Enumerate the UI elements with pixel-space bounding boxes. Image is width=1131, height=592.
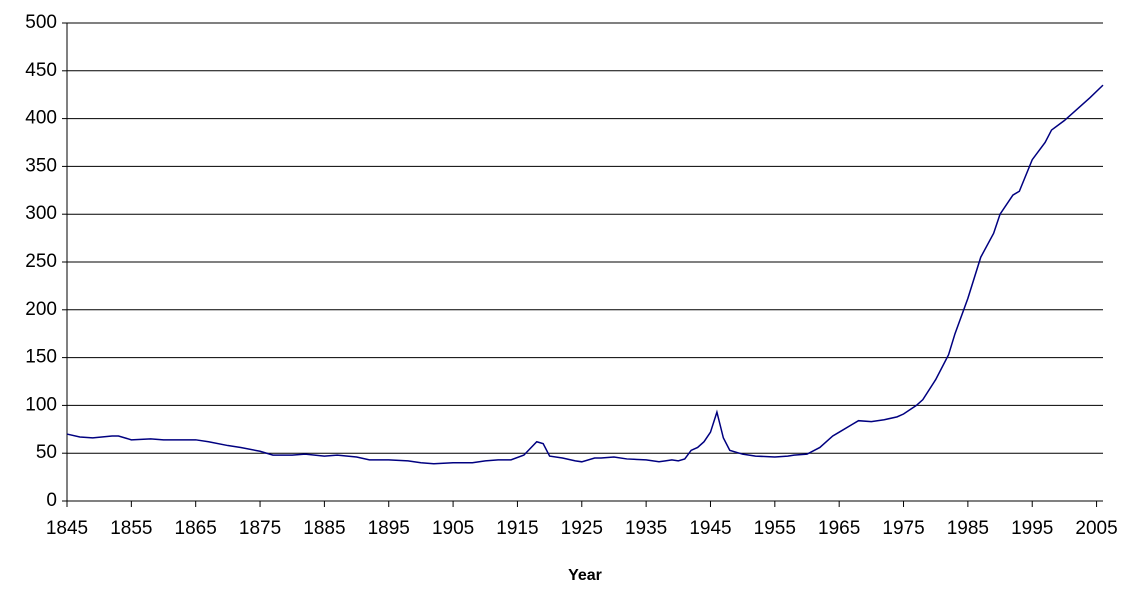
y-tick-label: 200 [25, 299, 57, 320]
x-tick-label: 1995 [1011, 518, 1053, 539]
x-tick-label: 1865 [175, 518, 217, 539]
y-tick-label: 250 [25, 251, 57, 272]
y-tick-label: 300 [25, 203, 57, 224]
x-tick-label: 1925 [561, 518, 603, 539]
x-tick-label: 1935 [625, 518, 667, 539]
y-tick-label: 100 [25, 394, 57, 415]
data-line [66, 84, 1104, 465]
x-axis-label: Year [568, 567, 602, 584]
x-tick-label: 1975 [882, 518, 924, 539]
x-tick-label: 2005 [1075, 518, 1117, 539]
x-tick-label: 1855 [110, 518, 152, 539]
y-tick-label: 50 [36, 442, 57, 463]
x-tick-label: 1965 [818, 518, 860, 539]
x-tick-label: 1985 [947, 518, 989, 539]
x-tick-label: 1845 [46, 518, 88, 539]
x-tick-label: 1945 [689, 518, 731, 539]
y-tick-label: 350 [25, 155, 57, 176]
x-tick-label: 1955 [754, 518, 796, 539]
y-tick-label: 0 [46, 490, 57, 511]
x-tick-label: 1905 [432, 518, 474, 539]
x-tick-label: 1875 [239, 518, 281, 539]
y-tick-label: 400 [25, 108, 57, 129]
x-tick-label: 1885 [303, 518, 345, 539]
y-tick-label: 150 [25, 347, 57, 368]
y-tick-label: 450 [25, 60, 57, 81]
x-tick-label: 1895 [368, 518, 410, 539]
y-tick-label: 500 [25, 12, 57, 33]
x-tick-label: 1915 [496, 518, 538, 539]
